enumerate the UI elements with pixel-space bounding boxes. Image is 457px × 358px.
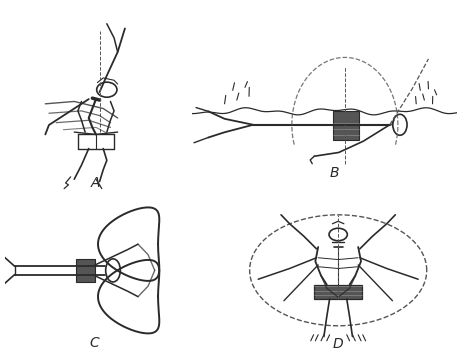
Text: D: D [333, 337, 344, 351]
Text: B: B [330, 166, 340, 180]
FancyBboxPatch shape [314, 285, 362, 299]
FancyBboxPatch shape [333, 111, 359, 140]
Text: A: A [91, 175, 101, 189]
Text: C: C [90, 336, 100, 350]
FancyBboxPatch shape [76, 259, 95, 282]
